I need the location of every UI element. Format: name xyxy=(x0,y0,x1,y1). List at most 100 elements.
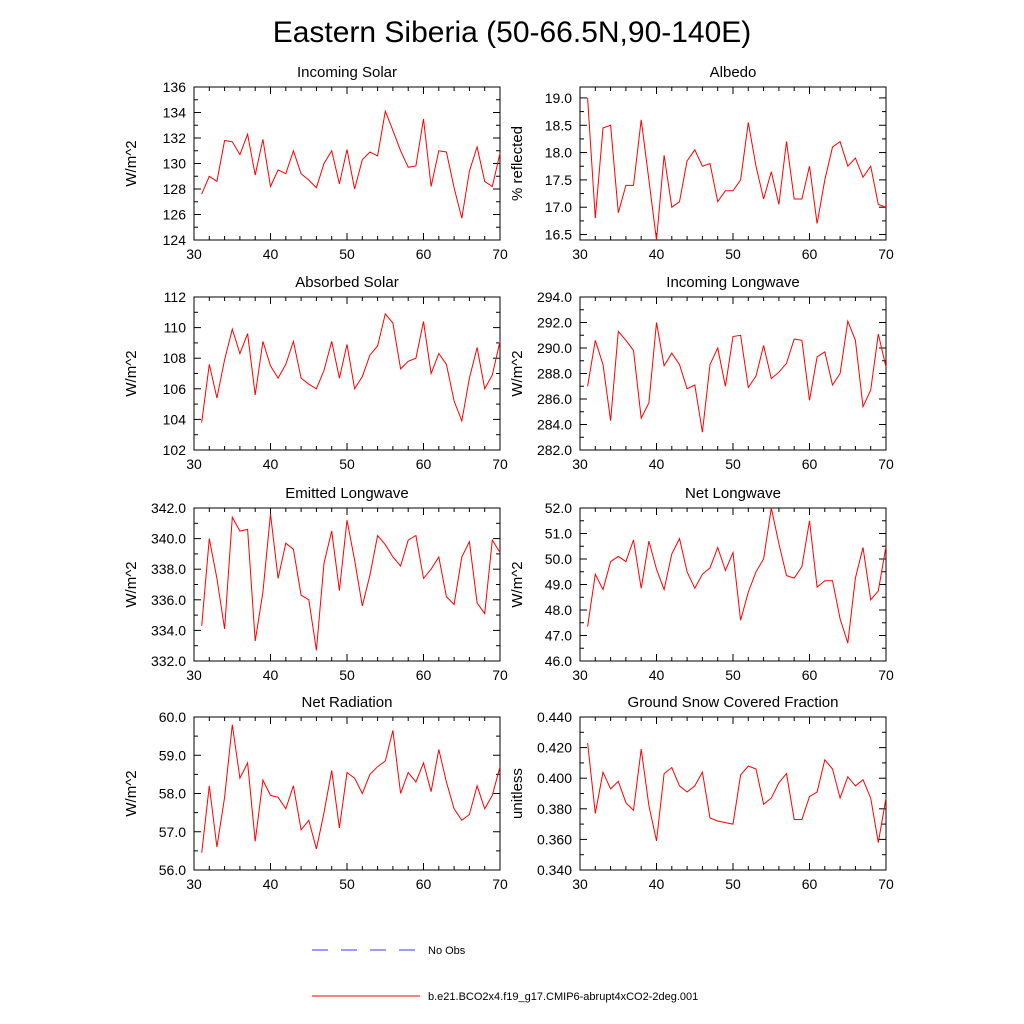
y-tick-label: 108 xyxy=(163,350,187,366)
y-axis-label: unitless xyxy=(509,768,526,819)
y-tick-label: 288.0 xyxy=(537,366,572,382)
x-tick-label: 40 xyxy=(649,246,665,262)
y-tick-label: 59.0 xyxy=(159,747,186,763)
y-tick-label: 132 xyxy=(163,130,187,146)
x-tick-label: 30 xyxy=(572,456,588,472)
y-tick-label: 0.440 xyxy=(537,709,572,725)
figure-title: Eastern Siberia (50-66.5N,90-140E) xyxy=(273,16,752,49)
x-tick-label: 70 xyxy=(878,667,894,683)
y-tick-label: 46.0 xyxy=(545,653,572,669)
y-tick-label: 290.0 xyxy=(537,340,572,356)
y-tick-label: 50.0 xyxy=(545,551,572,567)
x-tick-label: 30 xyxy=(572,246,588,262)
legend: No Obs b.e21.BCO2x4.f19_g17.CMIP6-abrupt… xyxy=(312,945,698,1003)
x-tick-label: 70 xyxy=(492,667,508,683)
y-axis-label: W/m^2 xyxy=(123,561,140,607)
y-tick-label: 338.0 xyxy=(151,561,186,577)
y-axis-label: % reflected xyxy=(509,126,526,201)
x-tick-label: 60 xyxy=(416,246,432,262)
x-tick-label: 40 xyxy=(649,456,665,472)
y-axis-label: W/m^2 xyxy=(123,770,140,816)
panel-frame xyxy=(579,716,887,871)
x-tick-label: 60 xyxy=(416,667,432,683)
x-tick-label: 60 xyxy=(802,876,818,892)
x-tick-label: 50 xyxy=(339,667,355,683)
y-tick-label: 294.0 xyxy=(537,289,572,305)
y-tick-label: 47.0 xyxy=(545,628,572,644)
x-tick-label: 40 xyxy=(649,667,665,683)
y-tick-label: 0.340 xyxy=(537,862,572,878)
x-tick-label: 30 xyxy=(186,667,202,683)
y-tick-label: 128 xyxy=(163,181,187,197)
panel-title: Incoming Longwave xyxy=(666,274,799,291)
x-tick-label: 40 xyxy=(263,456,279,472)
panel-title: Emitted Longwave xyxy=(285,485,408,502)
x-tick-label: 70 xyxy=(492,456,508,472)
y-tick-label: 134 xyxy=(163,105,187,121)
y-tick-label: 130 xyxy=(163,156,187,172)
series-line xyxy=(587,742,887,843)
x-tick-label: 50 xyxy=(339,876,355,892)
panel-4: Incoming Longwave W/m^2 30 40 50 60 70 282.0 284… xyxy=(509,274,894,472)
y-tick-label: 126 xyxy=(163,207,187,223)
panel-frame xyxy=(193,86,501,241)
y-axis-label: W/m^2 xyxy=(123,140,140,186)
y-tick-label: 60.0 xyxy=(159,709,186,725)
x-tick-label: 60 xyxy=(802,456,818,472)
x-tick-label: 50 xyxy=(725,876,741,892)
panel-title: Net Radiation xyxy=(302,694,393,711)
panel-7: Net Radiation W/m^2 30 40 50 60 70 56.0 57.0 58.0… xyxy=(123,694,508,892)
x-tick-label: 70 xyxy=(878,456,894,472)
x-tick-label: 30 xyxy=(186,246,202,262)
y-tick-label: 57.0 xyxy=(159,824,186,840)
y-tick-label: 340.0 xyxy=(151,531,186,547)
y-tick-label: 284.0 xyxy=(537,417,572,433)
x-tick-label: 30 xyxy=(186,456,202,472)
x-tick-label: 50 xyxy=(725,667,741,683)
panel-3: Absorbed Solar W/m^2 30 40 50 60 70 102 104 106 10… xyxy=(123,274,508,472)
y-tick-label: 336.0 xyxy=(151,592,186,608)
series-line xyxy=(201,312,501,423)
y-tick-label: 106 xyxy=(163,381,187,397)
x-tick-label: 60 xyxy=(802,667,818,683)
x-tick-label: 40 xyxy=(263,667,279,683)
panel-6: Net Longwave W/m^2 30 40 50 60 70 46.0 47.0 48.0 4… xyxy=(509,485,894,683)
panel-frame xyxy=(193,296,501,451)
y-tick-label: 18.5 xyxy=(545,117,572,133)
x-tick-label: 70 xyxy=(878,246,894,262)
panel-title: Albedo xyxy=(710,64,757,81)
y-tick-label: 0.420 xyxy=(537,740,572,756)
x-tick-label: 60 xyxy=(416,876,432,892)
x-tick-label: 30 xyxy=(572,667,588,683)
y-tick-label: 52.0 xyxy=(545,500,572,516)
y-tick-label: 19.0 xyxy=(545,90,572,106)
y-tick-label: 17.5 xyxy=(545,172,572,188)
series-line xyxy=(201,109,501,219)
series-line xyxy=(587,507,887,644)
y-tick-label: 51.0 xyxy=(545,526,572,542)
y-tick-label: 58.0 xyxy=(159,786,186,802)
panel-title: Net Longwave xyxy=(685,485,781,502)
panel-1: Incoming Solar W/m^2 30 40 50 60 70 124 126 128 13… xyxy=(123,64,508,262)
panel-8: Ground Snow Covered Fraction unitless 30 40… xyxy=(509,694,894,892)
x-tick-label: 50 xyxy=(725,456,741,472)
y-tick-label: 332.0 xyxy=(151,653,186,669)
y-tick-label: 16.5 xyxy=(545,227,572,243)
panel-frame xyxy=(579,507,887,662)
y-axis-label: W/m^2 xyxy=(509,350,526,396)
x-tick-label: 30 xyxy=(186,876,202,892)
panel-5: Emitted Longwave W/m^2 30 40 50 60 70 332.0 334.… xyxy=(123,485,508,683)
panels-group: Incoming Solar W/m^2 30 40 50 60 70 124 126 128 13… xyxy=(123,64,894,892)
x-tick-label: 40 xyxy=(263,246,279,262)
x-tick-label: 70 xyxy=(878,876,894,892)
panel-title: Incoming Solar xyxy=(297,64,397,81)
y-tick-label: 124 xyxy=(163,232,187,248)
y-tick-label: 18.0 xyxy=(545,145,572,161)
series-line xyxy=(587,97,887,241)
legend-model-label: b.e21.BCO2x4.f19_g17.CMIP6-abrupt4xCO2-2… xyxy=(428,991,698,1003)
y-tick-label: 56.0 xyxy=(159,862,186,878)
x-tick-label: 50 xyxy=(339,246,355,262)
x-tick-label: 40 xyxy=(263,876,279,892)
y-tick-label: 48.0 xyxy=(545,602,572,618)
series-line xyxy=(587,319,887,433)
